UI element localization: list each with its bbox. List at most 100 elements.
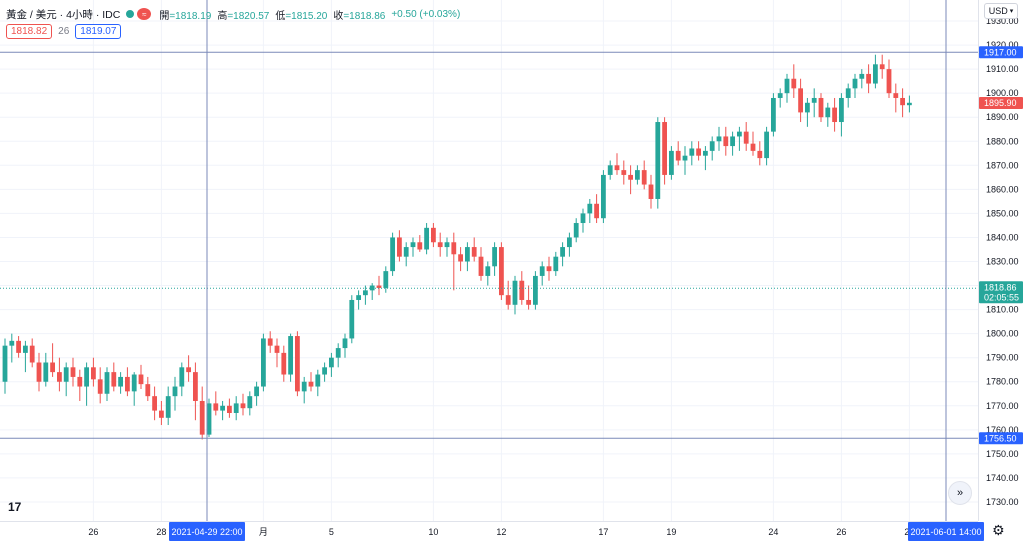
candle-body (138, 374, 144, 385)
scroll-to-realtime-button[interactable]: » (948, 481, 972, 505)
buy-price-button[interactable]: 1819.07 (75, 24, 122, 39)
change-value: +0.50 (+0.03%) (391, 8, 461, 20)
candle-body (519, 280, 525, 300)
market-open-icon (126, 10, 135, 18)
price-tick-label: 1850.00 (986, 208, 1019, 218)
candle-body (471, 247, 477, 257)
candle-body (199, 400, 205, 435)
high-label: 高 (217, 10, 228, 22)
candle-body (29, 345, 35, 363)
candle-body (499, 247, 504, 296)
candle-body (505, 295, 511, 305)
crosshair-bottom-price-bg (979, 432, 1023, 445)
time-tick-label: 12 (496, 527, 506, 537)
candle-body (662, 122, 667, 175)
price-tick-label: 1870.00 (986, 160, 1019, 170)
candle-body (111, 372, 117, 387)
candle-body (553, 256, 559, 272)
candle-body (730, 136, 735, 147)
spread-value: 26 (58, 26, 70, 37)
candle-body (526, 299, 531, 305)
time-tick-label: 24 (768, 527, 778, 537)
candle-body (444, 242, 450, 248)
candle-body (839, 97, 844, 123)
candle-body (832, 107, 837, 123)
candle-body (213, 403, 219, 411)
candle-body (288, 336, 293, 375)
candle-body (716, 136, 722, 142)
candle-body (335, 348, 341, 358)
candle-body (63, 367, 69, 382)
time-tick-label: 17 (598, 527, 608, 537)
candle-body (104, 372, 110, 394)
candle-body (669, 150, 674, 175)
candle-body (621, 170, 627, 175)
candle-body (315, 374, 321, 387)
candle-body (587, 203, 593, 214)
candle-body (492, 247, 497, 267)
symbol-title[interactable]: 黃金 / 美元 · 4小時 · IDC (6, 8, 121, 21)
price-tick-label: 1840.00 (986, 232, 1019, 242)
candle-body (682, 155, 688, 161)
currency-select[interactable]: USD ▾ (984, 3, 1018, 19)
low-value: =1815.20 (285, 10, 328, 22)
candle-body (886, 69, 892, 94)
currency-label: USD (988, 6, 1008, 16)
candle-body (261, 338, 266, 387)
market-status[interactable]: ≈ (126, 8, 152, 20)
price-axis-bg (978, 0, 1024, 541)
candle-body (23, 345, 28, 353)
candle-body (329, 357, 334, 368)
candle-body (907, 102, 912, 106)
time-axis-bg (0, 521, 978, 541)
candle-body (376, 285, 382, 288)
candle-body (709, 141, 715, 151)
candle-body (465, 247, 470, 262)
candle-body (893, 93, 899, 98)
sell-price-button[interactable]: 1818.82 (6, 24, 53, 39)
double-chevron-right-icon: » (956, 487, 964, 499)
candle-body (655, 122, 661, 199)
candle-body (410, 242, 416, 248)
candle-body (805, 102, 810, 113)
candle-body (9, 340, 15, 346)
candle-body (539, 266, 545, 276)
candle-body (254, 386, 259, 397)
candle-body (737, 131, 742, 137)
candle-body (485, 266, 491, 276)
candle-body (764, 131, 769, 159)
time-axis: 2628月5101217192426282021-04-29 22:002021… (0, 521, 984, 541)
candle-body (186, 367, 191, 373)
candle-body (594, 203, 599, 219)
time-tick-label: 26 (836, 527, 846, 537)
candle-body (852, 78, 858, 89)
price-axis: 1730.00 1740.00 1750.00 1760.00 1770.00 1780.… (978, 0, 1024, 541)
candle-body (193, 372, 198, 401)
gear-icon[interactable]: ⚙ (992, 522, 1005, 538)
tradingview-logo-icon[interactable]: 17 (8, 500, 22, 514)
trade-buttons: 1818.82 26 1819.07 (6, 24, 122, 39)
ohlc-values: 開=1818.19 高=1820.57 低=1815.20 收=1818.86 (159, 7, 385, 22)
candle-body (118, 376, 123, 387)
price-tick-label: 1910.00 (986, 64, 1019, 74)
crosshair-overlay (0, 0, 978, 521)
candle-body (36, 362, 42, 382)
time-tick-label: 10 (428, 527, 438, 537)
candle-body (757, 150, 763, 159)
candle-body (342, 338, 348, 349)
price-tick-label: 1930.00 (986, 16, 1019, 26)
crosshair-bottom-price: 1756.50 (984, 433, 1017, 443)
candle-body (403, 247, 409, 257)
price-tick-label: 1900.00 (986, 88, 1019, 98)
price-tick-label: 1860.00 (986, 184, 1019, 194)
price-tick-label: 1750.00 (986, 449, 1019, 459)
candle-body (628, 174, 633, 180)
candle-body (57, 372, 62, 382)
candle-body (607, 165, 613, 175)
crosshair-top-price: 1917.00 (984, 47, 1017, 57)
candle-body (784, 78, 790, 94)
candle-body (859, 73, 865, 79)
candle-body (50, 362, 55, 373)
